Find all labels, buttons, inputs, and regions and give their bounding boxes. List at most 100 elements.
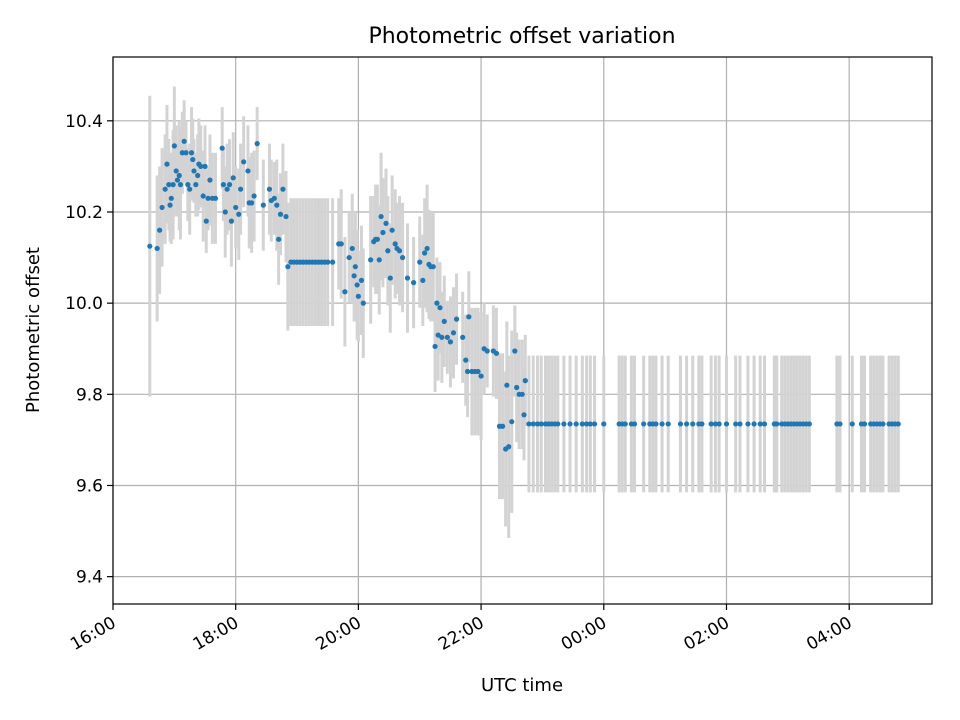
data-point: [716, 421, 722, 427]
data-point: [424, 245, 430, 252]
data-point: [376, 257, 382, 263]
data-point: [202, 163, 208, 169]
data-point: [220, 182, 227, 188]
data-point: [699, 421, 705, 427]
plot-frame: [112, 56, 933, 605]
data-point: [285, 264, 291, 270]
data-point: [684, 421, 690, 427]
data-point: [464, 368, 471, 375]
data-point: [191, 168, 197, 174]
data-point: [506, 444, 512, 450]
data-point: [154, 245, 160, 252]
data-point: [441, 318, 447, 324]
data-point: [219, 145, 225, 151]
data-point: [176, 172, 182, 179]
data-point: [567, 421, 573, 427]
data-point: [245, 168, 251, 174]
y-tick-label: 10.0: [65, 294, 103, 314]
data-point: [389, 227, 395, 233]
data-point: [439, 334, 445, 340]
data-point: [444, 334, 450, 340]
data-point: [659, 421, 665, 427]
data-point: [277, 211, 284, 217]
data-point: [166, 182, 172, 188]
data-point: [274, 202, 280, 208]
data-point: [434, 300, 440, 306]
data-point: [534, 421, 541, 427]
data-point: [723, 421, 730, 427]
data-point: [837, 421, 843, 427]
data-point: [463, 357, 469, 363]
data-point: [453, 316, 460, 322]
data-point: [230, 175, 236, 181]
data-point: [555, 421, 561, 427]
data-point: [411, 280, 417, 286]
data-point: [437, 305, 443, 311]
data-point: [601, 421, 607, 427]
data-point: [352, 264, 358, 270]
data-point: [360, 300, 366, 306]
data-point: [185, 182, 191, 188]
data-point: [193, 182, 199, 188]
data-point: [162, 186, 168, 192]
y-axis-label: Photometric offset: [23, 247, 44, 413]
data-point: [195, 172, 201, 179]
data-point: [466, 314, 472, 320]
data-point: [368, 257, 374, 263]
data-point: [212, 195, 219, 201]
data-point: [430, 264, 436, 270]
data-point: [203, 218, 209, 224]
data-point: [342, 289, 348, 295]
data-point: [478, 373, 484, 379]
y-tick-label: 10.2: [65, 203, 103, 223]
data-point: [484, 348, 490, 354]
data-point: [708, 421, 714, 427]
data-point: [358, 277, 365, 283]
data-point: [504, 382, 510, 388]
data-point: [530, 421, 536, 427]
data-point: [157, 227, 163, 233]
data-point: [236, 211, 242, 217]
data-point: [493, 350, 500, 356]
data-point: [173, 168, 179, 174]
data-point: [591, 421, 598, 427]
data-point: [147, 243, 153, 249]
data-point: [354, 282, 360, 288]
data-point: [222, 209, 228, 215]
data-point: [861, 421, 868, 427]
data-point: [631, 421, 638, 427]
data-point: [383, 220, 389, 226]
data-point: [249, 200, 255, 206]
data-point: [561, 421, 567, 427]
data-point: [514, 384, 520, 391]
data-point: [761, 421, 768, 427]
data-point: [579, 421, 585, 427]
data-point: [228, 218, 235, 224]
data-point: [226, 182, 233, 188]
x-axis-label: UTC time: [481, 675, 563, 696]
data-point: [233, 204, 239, 211]
data-point: [447, 339, 454, 345]
data-point: [224, 186, 230, 192]
data-point: [325, 259, 331, 265]
data-point: [330, 259, 336, 265]
data-point: [690, 421, 696, 427]
data-point: [737, 421, 743, 427]
y-tick-label: 9.6: [76, 476, 103, 496]
data-point: [665, 421, 671, 427]
data-point: [509, 419, 515, 425]
data-point: [584, 421, 590, 427]
data-point: [207, 177, 213, 183]
data-point: [460, 334, 466, 340]
data-point: [205, 195, 211, 201]
chart-title: Photometric offset variation: [368, 24, 675, 49]
y-tick-label: 9.4: [76, 568, 103, 588]
data-point: [200, 193, 206, 199]
data-point: [355, 293, 361, 299]
data-point: [573, 421, 579, 427]
data-point: [188, 150, 195, 156]
data-point: [895, 421, 901, 427]
data-point: [351, 273, 357, 279]
data-point: [641, 421, 647, 427]
